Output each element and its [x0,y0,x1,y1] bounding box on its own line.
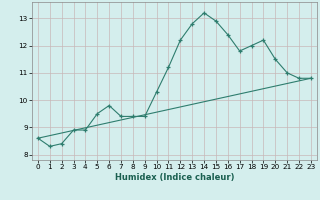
X-axis label: Humidex (Indice chaleur): Humidex (Indice chaleur) [115,173,234,182]
